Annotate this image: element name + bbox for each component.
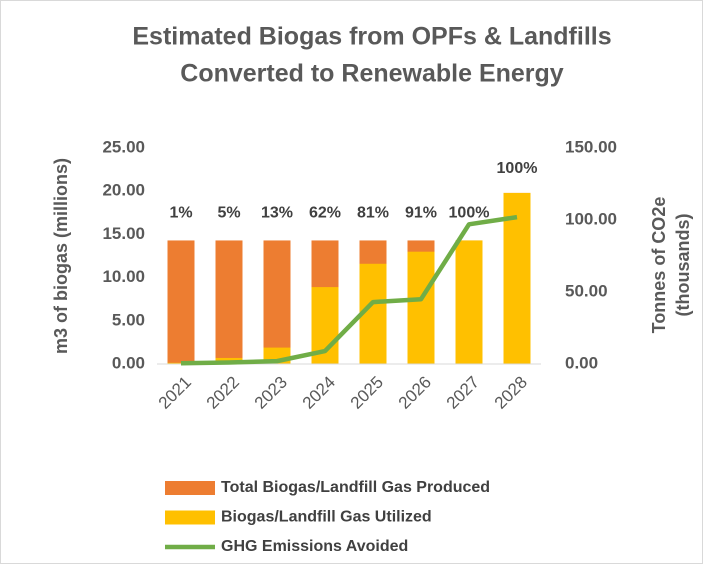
- y-tick-label: 0.00: [112, 353, 145, 372]
- bar: [455, 240, 483, 364]
- bar-label: 100%: [449, 205, 490, 222]
- y-tick-label: 25.00: [102, 137, 145, 156]
- y2-axis-label: Tonnes of CO2e: [649, 197, 669, 334]
- y-tick-label: 5.00: [112, 310, 145, 329]
- bar: [215, 240, 243, 364]
- y2-tick-label: 0.00: [565, 353, 598, 372]
- bar: [167, 240, 195, 364]
- y-tick-label: 10.00: [102, 267, 145, 286]
- chart-title: Estimated Biogas from OPFs & Landfills: [132, 23, 611, 51]
- bar: [263, 240, 291, 364]
- legend-label: Biogas/Landfill Gas Utilized: [221, 509, 432, 526]
- legend-label: Total Biogas/Landfill Gas Produced: [221, 479, 490, 496]
- bar-label: 62%: [309, 205, 341, 222]
- y-tick-label: 20.00: [102, 181, 145, 200]
- line: [180, 214, 518, 366]
- chart-title: Converted to Renewable Energy: [180, 60, 564, 88]
- bar-label: 100%: [497, 160, 538, 177]
- y2-axis-label: (thousands): [673, 214, 693, 317]
- bar-label: 5%: [217, 205, 240, 222]
- legend-label: GHG Emissions Avoided: [221, 538, 408, 555]
- bar: [407, 251, 435, 364]
- bar-label: 1%: [169, 205, 192, 222]
- legend-swatch: [165, 510, 215, 525]
- bar-label: 91%: [405, 205, 437, 222]
- y-axis-label: m3 of biogas (millions): [51, 158, 71, 354]
- bar-label: 13%: [261, 205, 293, 222]
- bar: [167, 362, 195, 364]
- y2-tick-label: 150.00: [565, 137, 617, 156]
- y2-tick-label: 100.00: [565, 209, 617, 228]
- legend-swatch: [165, 481, 215, 495]
- bar-label: 81%: [357, 205, 389, 222]
- bar: [503, 192, 531, 364]
- y2-tick-label: 50.00: [565, 281, 608, 300]
- y-tick-label: 15.00: [102, 224, 145, 243]
